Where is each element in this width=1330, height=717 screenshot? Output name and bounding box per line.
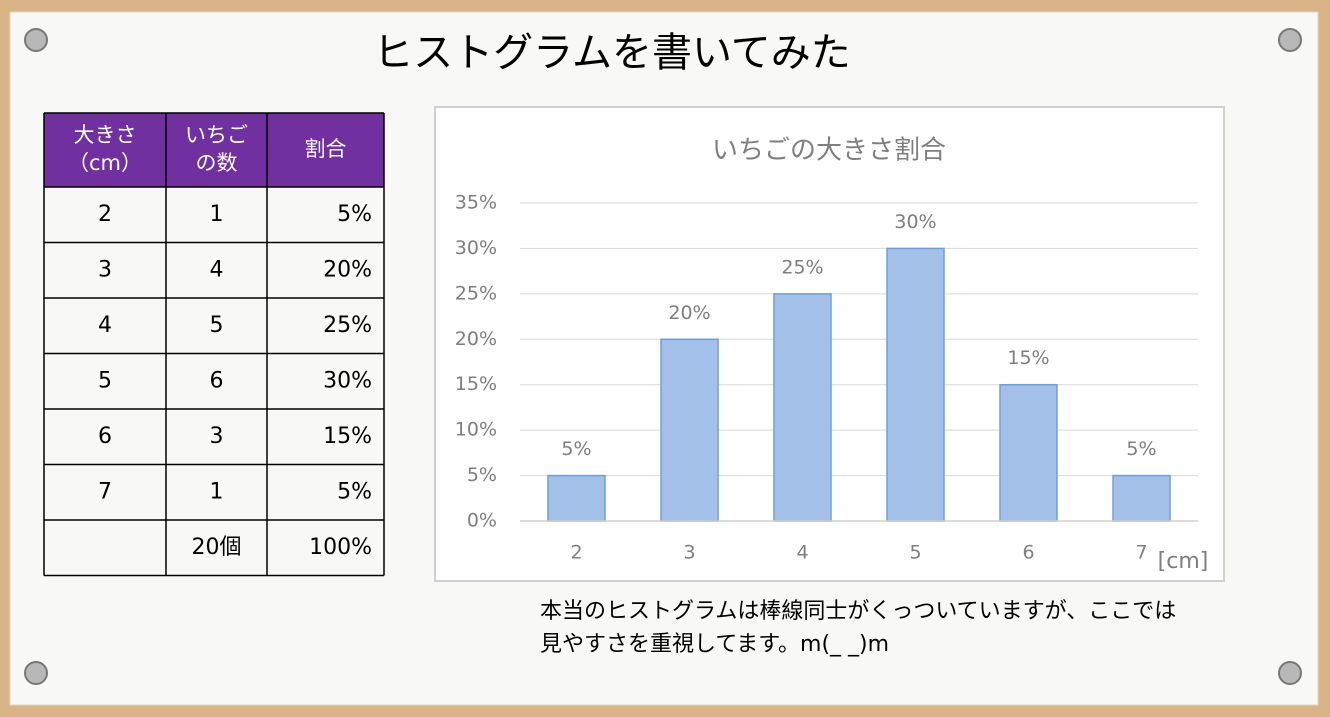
table-cell: 20% [323,257,372,282]
y-tick-label: 5% [467,464,497,486]
x-tick-label: 6 [1022,542,1034,564]
x-tick-label: 5 [909,542,921,564]
data-label: 15% [1007,347,1049,369]
bar [1112,474,1171,522]
y-tick-label: 0% [467,510,497,532]
y-tick-label: 10% [455,419,497,441]
table-cell: 25% [323,313,372,338]
data-label: 30% [894,211,936,233]
data-label: 5% [561,438,591,460]
table-cell: 7 [98,479,112,504]
table-cell: 6 [210,368,224,393]
table-cell: 5% [337,202,372,227]
bar [660,338,719,522]
note-line: 本当のヒストグラムは棒線同士がくっついていますが、ここでは [540,599,1176,624]
x-tick-label: 2 [570,542,582,564]
table-header: 大きさ [74,123,137,147]
y-tick-label: 25% [455,282,497,304]
chart-title: いちごの大きさ割合 [712,136,946,166]
bar [999,383,1058,522]
table-cell: 4 [210,257,224,282]
table-header: の数 [196,151,238,175]
table-cell: 5 [98,368,112,393]
table-cell: 1 [210,202,224,227]
table-cell: 4 [98,313,112,338]
table-cell: 5 [210,313,224,338]
slide-title: ヒストグラムを書いてみた [373,30,851,76]
table-header: 割合 [305,137,347,161]
y-tick-label: 15% [455,373,497,395]
data-label: 20% [668,302,710,324]
y-tick-label: 35% [455,192,497,214]
table-cell: 3 [98,257,112,282]
x-axis-label: [cm] [1158,549,1209,574]
y-tick-label: 30% [455,237,497,259]
table-cell: 2 [98,202,112,227]
table-cell: 5% [337,479,372,504]
table-cell: 100% [309,535,372,560]
x-tick-label: 4 [796,542,808,564]
table-header: （cm） [68,151,142,175]
table-header: いちご [185,123,248,147]
table-cell: 1 [210,479,224,504]
table-cell: 30% [323,368,372,393]
data-label: 25% [781,256,823,278]
bar [773,293,832,522]
note-line: 見やすさを重視してます。m(_ _)m [540,632,889,657]
data-label: 5% [1126,438,1156,460]
bar [547,474,606,522]
pins [24,28,1302,685]
table-cell: 6 [98,424,112,449]
table-cell: 3 [210,424,224,449]
bar [886,247,945,522]
table-cell: 15% [323,424,372,449]
y-tick-label: 20% [455,328,497,350]
table-cell: 20個 [192,535,242,560]
x-tick-label: 7 [1135,542,1147,564]
x-tick-label: 3 [683,542,695,564]
table-header-bg [44,113,384,187]
